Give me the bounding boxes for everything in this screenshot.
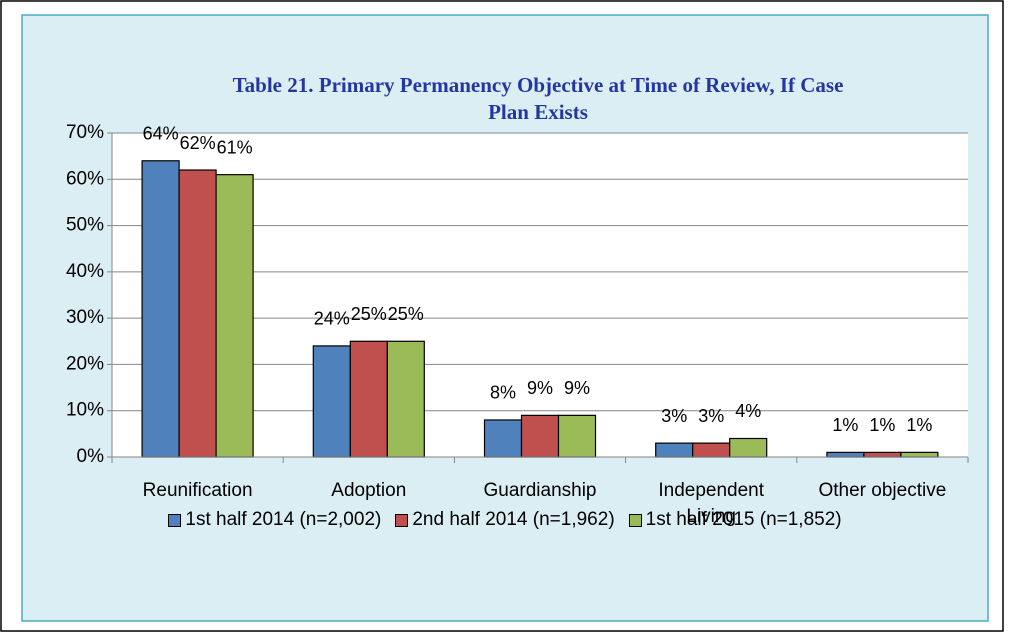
data-label: 1%: [869, 415, 895, 435]
bar: [692, 442, 731, 458]
chart-title: Table 21. Primary Permanency Objective a…: [232, 73, 844, 124]
bar: [312, 345, 351, 458]
x-tick-label: Guardianship: [483, 480, 597, 501]
bar: [863, 451, 902, 458]
y-tick-label: 50%: [66, 215, 104, 236]
data-label: 9%: [564, 378, 590, 398]
bar: [655, 442, 694, 458]
legend-swatch: [395, 513, 409, 527]
data-label: 1%: [906, 415, 932, 435]
data-label: 25%: [351, 304, 387, 324]
y-tick-label: 10%: [66, 400, 104, 421]
legend-swatch: [628, 513, 642, 527]
legend-swatch: [168, 513, 182, 527]
bar: [826, 451, 865, 458]
legend-label: 2nd half 2014 (n=1,962): [412, 509, 615, 530]
data-label: 1%: [832, 415, 858, 435]
bar: [215, 174, 254, 458]
x-tick-label: Reunification: [142, 480, 253, 501]
data-label: 3%: [661, 406, 687, 426]
y-tick-label: 40%: [66, 261, 104, 282]
data-label: 3%: [698, 406, 724, 426]
data-label: 8%: [490, 383, 516, 403]
bar: [729, 437, 768, 458]
y-tick-label: 70%: [66, 122, 104, 143]
data-label: 25%: [388, 304, 424, 324]
data-label: 4%: [735, 401, 761, 421]
bar: [349, 340, 388, 458]
title-box: Table 21. Primary Permanency Objective a…: [232, 73, 844, 124]
y-tick-label: 0%: [77, 446, 105, 467]
data-label: 9%: [527, 378, 553, 398]
legend: 1st half 2014 (n=2,002) 2nd half 2014 (n=…: [22, 509, 988, 531]
bar: [141, 160, 180, 458]
x-tick-label: Independent Living: [658, 480, 765, 527]
legend-item: 1st half 2014 (n=2,002): [168, 509, 381, 531]
x-tick-label: Other objective: [818, 480, 947, 501]
y-tick-label: 30%: [66, 307, 104, 328]
y-tick-label: 60%: [66, 168, 104, 189]
legend-label: 1st half 2015 (n=1,852): [645, 509, 842, 530]
data-label: 61%: [217, 137, 253, 157]
legend-item: 2nd half 2014 (n=1,962): [395, 509, 615, 531]
bar: [520, 414, 560, 458]
plot-area: [112, 133, 968, 457]
data-label: 64%: [143, 124, 179, 144]
bar: [178, 169, 217, 458]
data-label: 24%: [314, 309, 350, 329]
bar: [483, 419, 523, 458]
legend-item: 1st half 2015 (n=1,852): [628, 509, 842, 531]
bar: [386, 340, 425, 458]
bar: [557, 414, 597, 458]
x-tick-label: Adoption: [331, 480, 407, 501]
legend-label: 1st half 2014 (n=2,002): [185, 509, 382, 530]
data-label: 62%: [180, 133, 216, 153]
y-tick-label: 20%: [66, 353, 104, 374]
bar: [900, 451, 939, 458]
